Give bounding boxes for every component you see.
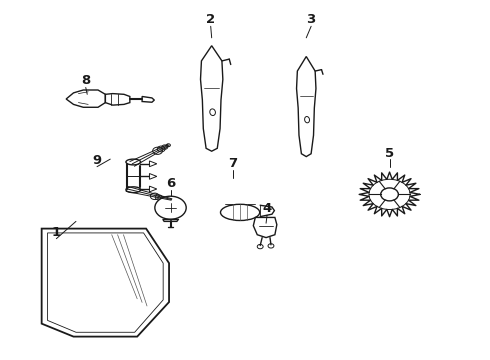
Text: 9: 9	[93, 154, 101, 167]
Text: 7: 7	[228, 157, 237, 170]
Text: 3: 3	[307, 13, 316, 26]
Circle shape	[155, 196, 186, 219]
Text: 5: 5	[385, 147, 394, 159]
Text: 6: 6	[166, 177, 175, 190]
Text: 4: 4	[263, 202, 271, 215]
Ellipse shape	[220, 204, 260, 220]
Text: 1: 1	[52, 226, 61, 239]
Text: 2: 2	[206, 13, 215, 26]
Text: 8: 8	[81, 75, 90, 87]
